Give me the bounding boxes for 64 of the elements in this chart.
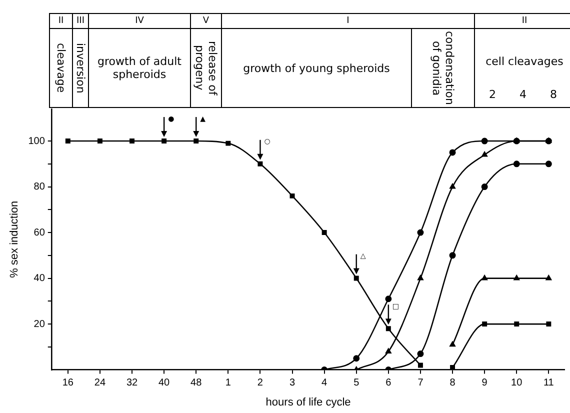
point (514, 322, 520, 327)
point (481, 138, 488, 144)
point (386, 326, 391, 332)
point (450, 341, 456, 347)
x-axis-title: hours of life cycle (266, 396, 351, 408)
x-tick-label: 40 (158, 378, 170, 389)
text: II (474, 13, 570, 29)
point (417, 350, 424, 358)
point (65, 138, 70, 144)
text: IV (88, 13, 191, 29)
point (386, 348, 392, 354)
text: cleavage (49, 28, 73, 108)
x-tick-label: 7 (418, 378, 424, 389)
x-tick-label: 8 (450, 378, 456, 389)
y-tick-label: 20 (34, 318, 46, 330)
point (194, 138, 199, 144)
text: inversion (72, 28, 89, 108)
y-axis-title: % sex induction (8, 200, 21, 278)
y-tick-label: 100 (28, 136, 46, 147)
x-tick-label: 5 (354, 378, 360, 389)
point (482, 322, 488, 327)
point (449, 149, 456, 156)
point (417, 229, 424, 236)
text: condensation of gonidia (411, 28, 475, 108)
x-tick-label: 24 (94, 378, 106, 389)
point (513, 160, 520, 168)
text: 2 4 8 (489, 88, 557, 101)
point (481, 184, 488, 190)
x-tick-label: 4 (322, 378, 328, 389)
point (130, 138, 134, 144)
point (97, 138, 102, 144)
point (354, 276, 359, 281)
point (545, 160, 552, 168)
point (353, 355, 360, 362)
point (449, 252, 456, 259)
y-tick-label: 60 (34, 227, 46, 238)
text: V (190, 13, 222, 29)
x-tick-label: 6 (386, 378, 392, 389)
text: cell cleavages (486, 55, 564, 68)
x-tick-label: 2 (257, 378, 264, 389)
point (546, 322, 552, 327)
text: I (221, 13, 475, 29)
y-tick-label: 80 (34, 182, 46, 193)
text: II (49, 13, 73, 29)
point (418, 362, 423, 368)
point (162, 138, 167, 144)
text: growth of adult spheroids (88, 28, 191, 108)
text: growth of young spheroids (221, 28, 412, 108)
x-tick-label: 9 (482, 378, 488, 389)
point (322, 230, 327, 236)
y-tick-label: 40 (34, 273, 46, 284)
x-tick-label: 11 (543, 378, 554, 389)
x-tick-label: 1 (225, 378, 232, 389)
x-tick-label: 3 (289, 378, 296, 389)
text: III (72, 13, 89, 29)
x-tick-label: 32 (126, 378, 138, 389)
point (226, 140, 231, 146)
x-tick-label: 10 (511, 378, 523, 389)
point (385, 296, 392, 302)
x-tick-label: 48 (190, 378, 202, 389)
point (258, 161, 263, 166)
text: release of progeny (190, 28, 222, 108)
x-tick-label: 16 (62, 378, 74, 389)
point (290, 193, 295, 198)
